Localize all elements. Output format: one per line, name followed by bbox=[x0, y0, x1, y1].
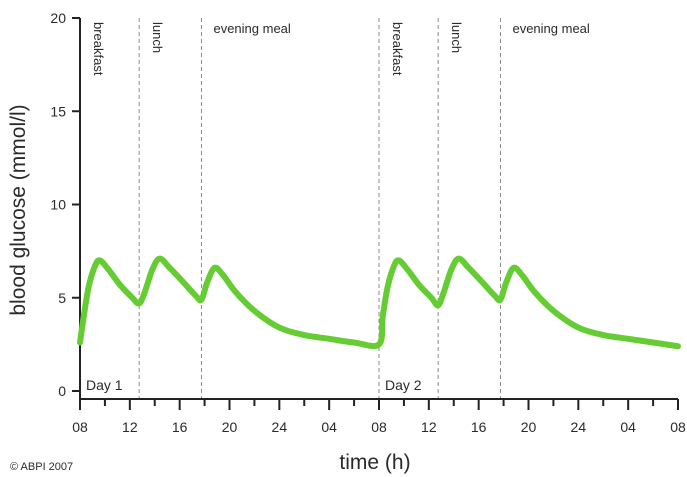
y-tick-label: 5 bbox=[58, 290, 66, 306]
glucose-series-line bbox=[77, 255, 681, 350]
x-tick-label: 12 bbox=[421, 419, 437, 435]
x-tick-label: 08 bbox=[371, 419, 387, 435]
x-tick-label: 20 bbox=[521, 419, 537, 435]
y-ticks: 0 5 10 15 20 bbox=[50, 10, 80, 399]
meal-label: evening meal bbox=[213, 21, 290, 36]
x-tick-label: 04 bbox=[620, 419, 636, 435]
x-tick-label: 12 bbox=[122, 419, 138, 435]
y-axis-title: blood glucose (mmol/l) bbox=[7, 104, 30, 315]
x-tick-label: 20 bbox=[222, 419, 238, 435]
x-tick-label: 04 bbox=[321, 419, 337, 435]
meal-lines: breakfast lunch evening meal breakfast lunch… bbox=[79, 18, 590, 399]
y-tick-label: 20 bbox=[50, 10, 66, 26]
y-tick-label: 0 bbox=[58, 383, 66, 399]
x-tick-label: 16 bbox=[172, 419, 188, 435]
meal-label: lunch bbox=[449, 22, 464, 53]
y-tick-label: 15 bbox=[50, 103, 66, 119]
day-labels: Day 1 Day 2 bbox=[86, 377, 422, 393]
meal-label: breakfast bbox=[91, 22, 106, 76]
day-label: Day 1 bbox=[86, 377, 123, 393]
copyright-text: © ABPI 2007 bbox=[10, 461, 73, 473]
x-tick-label: 08 bbox=[670, 419, 686, 435]
series-layer bbox=[77, 255, 681, 350]
y-tick-label: 10 bbox=[50, 197, 66, 213]
x-tick-label: 08 bbox=[72, 419, 88, 435]
day-label: Day 2 bbox=[385, 377, 422, 393]
x-axis-title: time (h) bbox=[339, 451, 410, 474]
meal-label: lunch bbox=[150, 22, 165, 53]
x-ticks: 08 12 16 20 24 04 08 12 16 20 24 04 08 bbox=[72, 399, 686, 435]
meal-label: evening meal bbox=[512, 21, 589, 36]
x-tick-label: 24 bbox=[571, 419, 587, 435]
meal-label: breakfast bbox=[390, 22, 405, 76]
x-tick-label: 16 bbox=[471, 419, 487, 435]
x-tick-label: 24 bbox=[272, 419, 288, 435]
